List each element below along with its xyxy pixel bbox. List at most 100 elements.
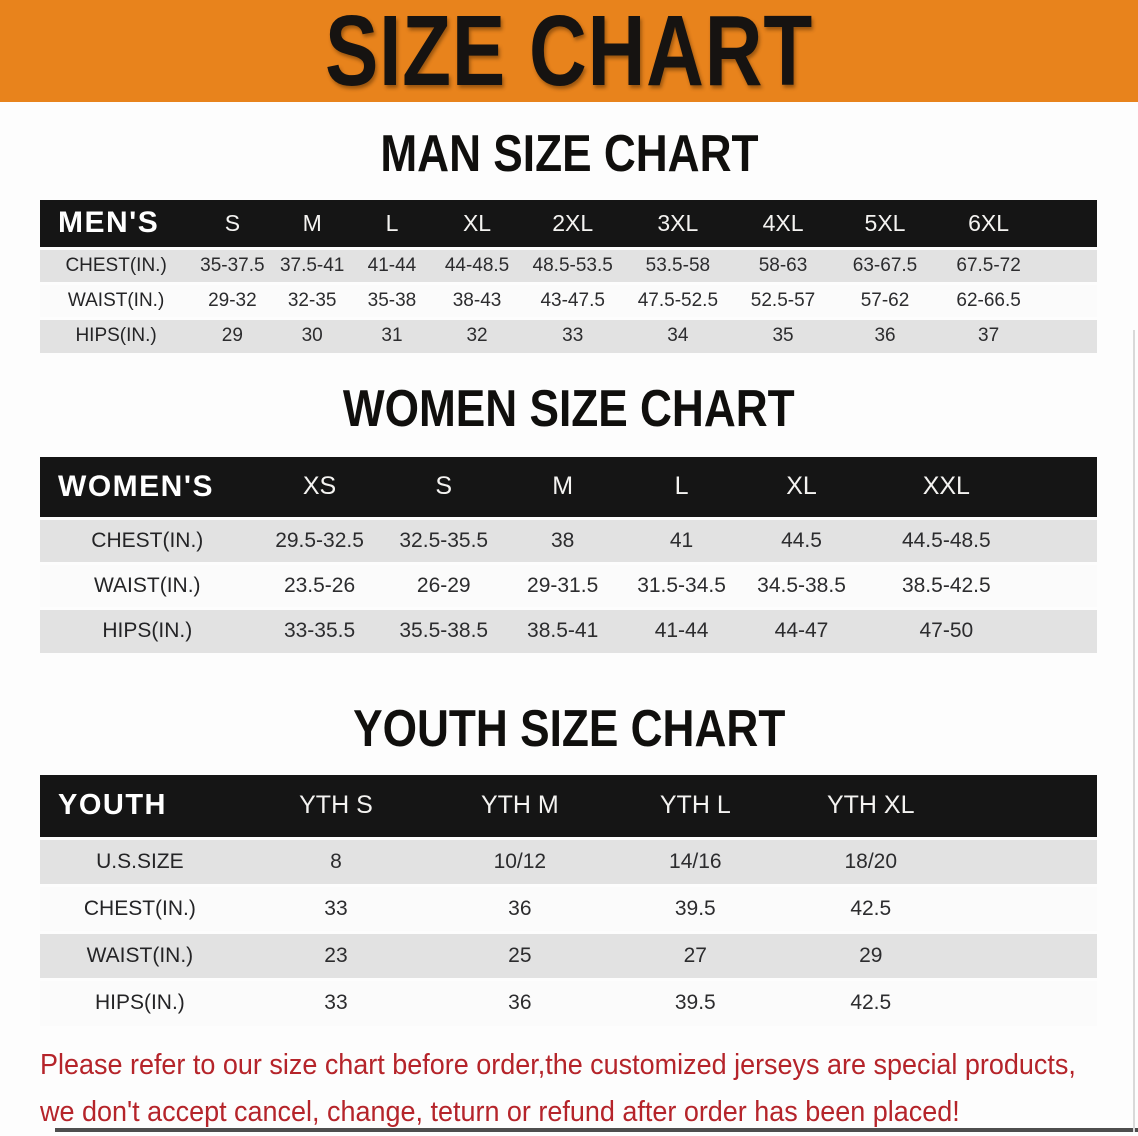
measurement-row: HIPS(IN.) 29 30 31 32 33 34 35 36 37 [40, 316, 1097, 353]
measurement-value: 29.5-32.5 [254, 516, 385, 563]
table-corner-label: WOMEN'S [40, 457, 255, 518]
size-header-row: YOUTH YTH S YTH M YTH L YTH XL [40, 775, 1097, 838]
measurement-value: 29 [192, 316, 273, 353]
measurement-value: 38.5-41 [502, 606, 623, 653]
disclaimer-line-1: Please refer to our size chart before or… [40, 1049, 1076, 1081]
measurement-value: 33 [239, 883, 433, 932]
measurement-value: 31 [351, 316, 433, 353]
measurement-value: 36 [833, 316, 937, 353]
row-filler [958, 930, 1097, 979]
measurement-value: 33 [239, 977, 433, 1026]
measurement-value: 44-47 [740, 606, 863, 653]
row-label: WAIST(IN.) [40, 930, 240, 979]
measurement-value: 31.5-34.5 [622, 561, 741, 608]
size-header-row: MEN'S S M L XL 2XL 3XL 4XL 5XL 6XL [40, 200, 1097, 248]
size-column-header: XL [740, 457, 863, 518]
measurement-value: 32.5-35.5 [384, 516, 503, 563]
measurement-value: 67.5-72 [936, 246, 1041, 283]
row-filler [958, 836, 1097, 885]
measurement-value: 41-44 [351, 246, 433, 283]
measurement-row: CHEST(IN.) 33 36 39.5 42.5 [40, 883, 1097, 932]
size-column-header: 2XL [521, 200, 624, 248]
measurement-value: 8 [239, 836, 433, 885]
row-label: CHEST(IN.) [40, 246, 193, 283]
measurement-value: 33 [521, 316, 624, 353]
measurement-value: 34.5-38.5 [740, 561, 863, 608]
measurement-value: 25 [432, 930, 608, 979]
size-column-header: YTH S [239, 775, 433, 838]
measurement-value: 52.5-57 [732, 281, 834, 318]
measurement-value: 36 [432, 977, 608, 1026]
size-header-row: WOMEN'S XS S M L XL XXL [40, 457, 1097, 518]
size-column-header: 4XL [732, 200, 834, 248]
size-column-header: 3XL [623, 200, 733, 248]
youth-section-heading-text: YOUTH SIZE CHART [352, 700, 786, 758]
measurement-value: 44.5 [740, 516, 863, 563]
row-label: CHEST(IN.) [40, 883, 240, 932]
size-column-header: 5XL [833, 200, 937, 248]
row-filler [958, 883, 1097, 932]
row-label: U.S.SIZE [40, 836, 240, 885]
measurement-value: 33-35.5 [254, 606, 385, 653]
scan-bottom-edge-artifact [55, 1128, 1138, 1132]
measurement-value: 34 [623, 316, 733, 353]
size-column-header: XXL [862, 457, 1031, 518]
banner-title: SIZE CHART [325, 0, 813, 102]
size-chart-banner: SIZE CHART [0, 0, 1138, 102]
header-filler [1030, 457, 1097, 518]
header-filler [958, 775, 1097, 838]
measurement-row: WAIST(IN.) 23.5-26 26-29 29-31.5 31.5-34.5 34… [40, 561, 1097, 608]
row-filler [1040, 246, 1097, 283]
table-corner-label: YOUTH [40, 775, 240, 838]
measurement-value: 18/20 [783, 836, 959, 885]
size-column-header: 6XL [936, 200, 1041, 248]
youth-section-heading: YOUTH SIZE CHART [0, 703, 1138, 755]
measurement-value: 57-62 [833, 281, 937, 318]
row-filler [958, 977, 1097, 1026]
measurement-value: 35 [732, 316, 834, 353]
measurement-value: 44-48.5 [432, 246, 522, 283]
men-section-heading-text: MAN SIZE CHART [379, 125, 759, 183]
disclaimer: Please refer to our size chart before or… [40, 1042, 1138, 1136]
disclaimer-line-2: we don't accept cancel, change, teturn o… [40, 1096, 960, 1128]
size-column-header: M [272, 200, 352, 248]
size-column-header: YTH XL [783, 775, 959, 838]
measurement-value: 58-63 [732, 246, 834, 283]
measurement-value: 44.5-48.5 [862, 516, 1031, 563]
measurement-value: 38.5-42.5 [862, 561, 1031, 608]
measurement-value: 41-44 [622, 606, 741, 653]
measurement-value: 10/12 [432, 836, 608, 885]
measurement-value: 37.5-41 [272, 246, 352, 283]
measurement-value: 35.5-38.5 [384, 606, 503, 653]
women-section-heading-text: WOMEN SIZE CHART [343, 380, 795, 438]
measurement-value: 36 [432, 883, 608, 932]
men-section-heading: MAN SIZE CHART [0, 128, 1138, 180]
measurement-row: CHEST(IN.) 29.5-32.5 32.5-35.5 38 41 44.5 44.5… [40, 516, 1097, 563]
measurement-value: 26-29 [384, 561, 503, 608]
measurement-value: 38-43 [432, 281, 522, 318]
measurement-value: 47.5-52.5 [623, 281, 733, 318]
women-size-table: WOMEN'S XS S M L XL XXL CHEST(IN.) 29.5-32.5 32.5… [40, 457, 1097, 653]
size-column-header: XL [432, 200, 522, 248]
measurement-value: 38 [502, 516, 623, 563]
measurement-value: 27 [607, 930, 784, 979]
table-corner-label: MEN'S [40, 200, 193, 248]
measurement-value: 29-31.5 [502, 561, 623, 608]
row-filler [1030, 561, 1097, 608]
measurement-value: 37 [936, 316, 1041, 353]
row-label: HIPS(IN.) [40, 606, 255, 653]
measurement-value: 35-37.5 [192, 246, 273, 283]
row-filler [1040, 316, 1097, 353]
youth-size-table: YOUTH YTH S YTH M YTH L YTH XL U.S.SIZE 8 10/12… [40, 775, 1097, 1026]
row-filler [1030, 606, 1097, 653]
size-column-header: YTH M [432, 775, 608, 838]
measurement-value: 39.5 [607, 883, 784, 932]
measurement-value: 62-66.5 [936, 281, 1041, 318]
header-filler [1040, 200, 1097, 248]
measurement-value: 14/16 [607, 836, 784, 885]
women-section: WOMEN SIZE CHART WOMEN'S XS S M L XL XXL CHEST(… [0, 383, 1138, 653]
row-label: WAIST(IN.) [40, 281, 193, 318]
measurement-row: CHEST(IN.) 35-37.5 37.5-41 41-44 44-48.5 48.5… [40, 246, 1097, 283]
measurement-value: 35-38 [351, 281, 433, 318]
measurement-value: 48.5-53.5 [521, 246, 624, 283]
